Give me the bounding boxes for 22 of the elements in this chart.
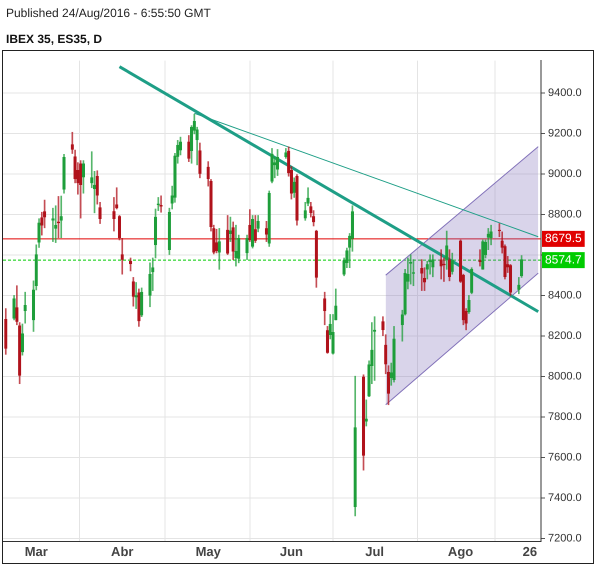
y-tick-label: 7400.0	[548, 492, 582, 504]
y-tick-label: 8400.0	[548, 289, 582, 302]
y-tick-label: 8800.0	[548, 208, 582, 220]
y-tick-label: 9400.0	[548, 87, 582, 100]
x-tick-label: Mar	[24, 544, 48, 559]
x-tick-label: Ago	[448, 544, 474, 559]
x-tick-label: Jul	[365, 544, 384, 559]
y-tick-label: 8200.0	[548, 330, 582, 342]
ref-line-label: 8679.5	[545, 231, 582, 246]
ref-line-label: 8574.7	[545, 252, 582, 266]
y-tick-label: 7600.0	[548, 451, 582, 464]
chart-title: IBEX 35, ES35, D	[6, 32, 102, 46]
y-tick-label: 7200.0	[548, 532, 582, 544]
x-tick-label: Abr	[111, 544, 134, 559]
y-tick-label: 9200.0	[548, 128, 582, 140]
x-tick-label: May	[196, 544, 222, 559]
y-tick-label: 9000.0	[548, 168, 582, 180]
x-tick-label: 26	[522, 544, 538, 559]
y-tick-label: 8000.0	[548, 370, 582, 382]
text: Published 24/Aug/2016 - 6:55:50 GMT	[6, 6, 211, 20]
y-tick-label: 7800.0	[548, 410, 582, 423]
x-tick-label: Jun	[280, 544, 304, 559]
